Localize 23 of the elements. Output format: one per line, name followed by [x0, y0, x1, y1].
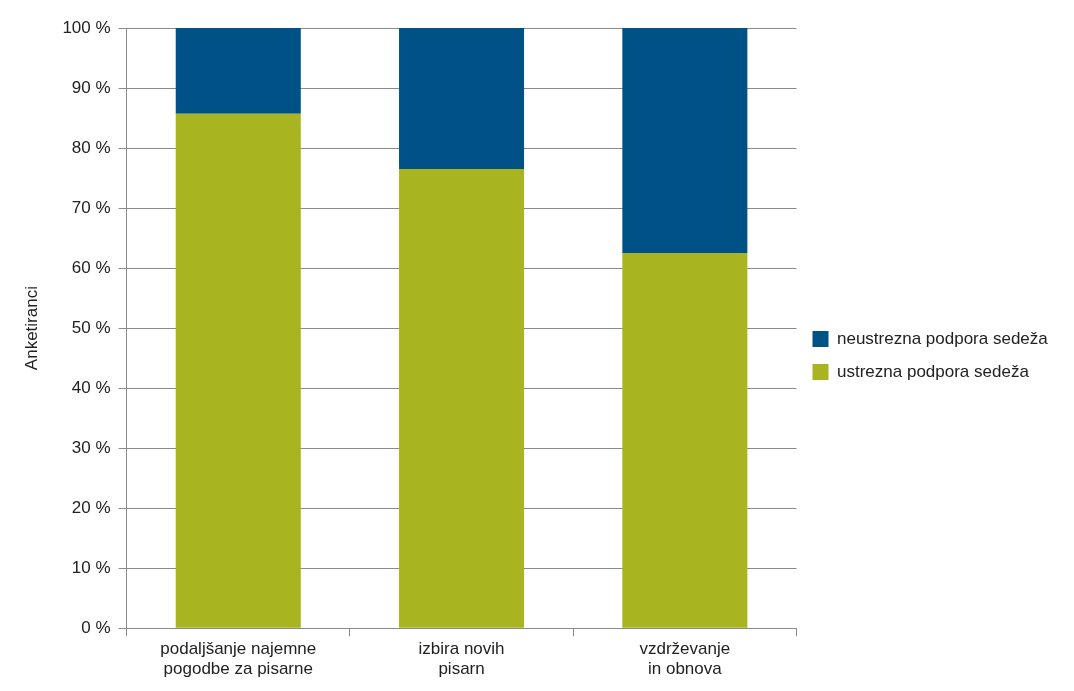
x-tick-label: podaljšanje najemne pogodbe za pisarne	[160, 639, 317, 679]
legend-label: ustrezna podpora sedeža	[837, 361, 1030, 381]
x-tick-label: izbira novih pisarn	[418, 639, 505, 679]
bar	[399, 28, 525, 170]
y-tick-label: 100 %	[62, 17, 111, 37]
bar	[175, 28, 301, 114]
y-tick-label: 20 %	[71, 497, 111, 517]
legend-label: neustrezna podpora sedeža	[837, 328, 1049, 348]
y-tick-label: 80 %	[71, 137, 111, 157]
x-tick-label: vzdrževanje in obnova	[639, 639, 731, 679]
y-tick-label: 70 %	[71, 197, 111, 217]
y-tick-label: 90 %	[71, 77, 111, 97]
bar	[622, 28, 748, 254]
y-axis-title: Anketiranci	[21, 286, 41, 371]
bar	[622, 253, 748, 628]
bar	[399, 169, 525, 628]
y-tick-label: 0 %	[81, 617, 111, 637]
y-tick-label: 30 %	[71, 437, 111, 457]
y-tick-label: 50 %	[71, 317, 111, 337]
y-tick-label: 60 %	[71, 257, 111, 277]
y-tick-label: 40 %	[71, 377, 111, 397]
bar	[175, 113, 301, 628]
y-tick-label: 10 %	[71, 557, 111, 577]
